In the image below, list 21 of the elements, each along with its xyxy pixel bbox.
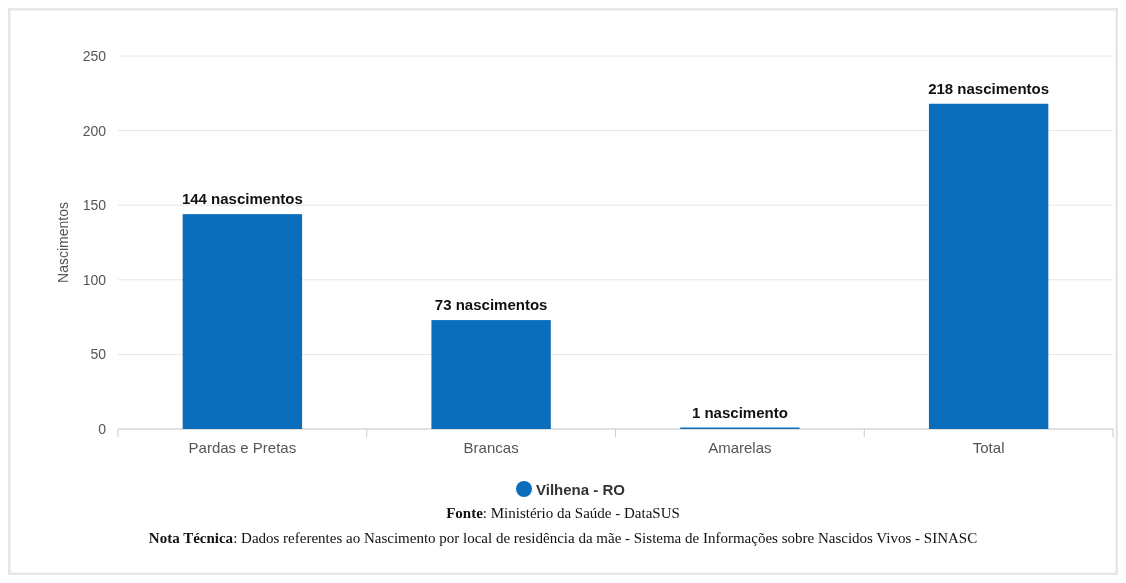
data-label: 73 nascimentos: [434, 296, 548, 314]
y-tick-label: 100: [82, 271, 107, 288]
legend-label: Vilhena - RO: [536, 481, 626, 498]
x-tick-label: Total: [972, 439, 1005, 456]
y-tick-label: 0: [98, 421, 107, 437]
y-tick-label: 250: [82, 48, 107, 64]
y-tick-label: 200: [82, 122, 107, 139]
x-tick-label: Pardas e Pretas: [188, 439, 297, 456]
data-label: 1 nascimento: [691, 403, 788, 421]
x-tick-label: Amarelas: [708, 439, 772, 456]
source-note: Fonte: Ministério da Saúde - DataSUS: [446, 505, 680, 521]
data-label: 218 nascimentos: [928, 79, 1050, 97]
bar: [928, 103, 1049, 429]
bar: [182, 214, 303, 429]
bar: [431, 320, 551, 429]
x-tick-label: Brancas: [463, 439, 519, 456]
text: Nota Técnica: Dados referentes ao Nascimento por local de residência da mãe - Sistema de Informações sobre Nascidos Vivos - SINASC: [148, 530, 978, 546]
y-tick-label: 150: [82, 197, 107, 214]
y-axis-title: Nascimentos: [55, 202, 71, 283]
data-label: 144 nascimentos: [181, 190, 303, 208]
y-tick-label: 50: [90, 346, 107, 363]
